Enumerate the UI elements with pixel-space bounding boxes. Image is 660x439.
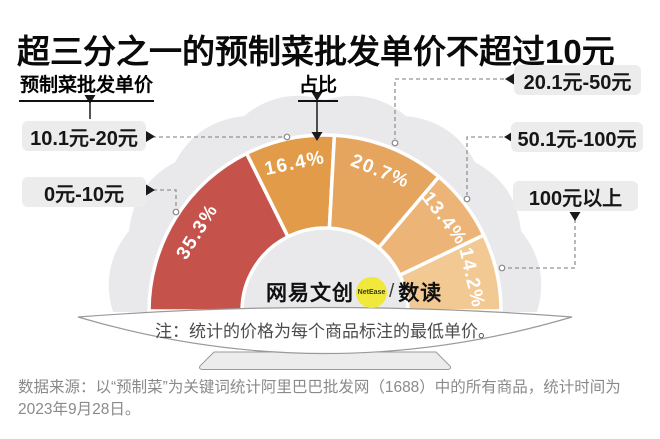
- arrow-down-icon: [311, 92, 323, 101]
- logo-separator: /: [389, 281, 395, 302]
- arrow-left-icon: [505, 73, 514, 85]
- endpoint-dot: [391, 139, 399, 147]
- bowl-shape: [77, 306, 573, 355]
- logo-brand-text: 网易文创: [266, 282, 354, 305]
- callout-box-20-50: 20.1元-50元: [514, 65, 641, 95]
- callout-box-50-100: 50.1元-100元: [511, 122, 643, 152]
- donut-segment-0: [147, 151, 290, 313]
- arrow-down-icon: [84, 95, 96, 104]
- endpoint-dot: [498, 264, 506, 272]
- endpoint-dot: [283, 133, 291, 141]
- arrow-right-icon: [146, 131, 155, 142]
- connector-endpoints: [172, 133, 506, 272]
- callout-box-0-10: 0元-10元: [22, 177, 146, 207]
- endpoint-dot: [463, 195, 471, 203]
- page-title: 超三分之一的预制菜批发单价不超过10元: [17, 33, 615, 71]
- arrow-right-icon: [146, 184, 155, 196]
- arrow-down-icon: [311, 132, 323, 141]
- donut-chart: [147, 133, 503, 313]
- chart-note: 注：统计的价格为每个商品标注的最低单价。: [155, 322, 495, 341]
- value-header: 占比: [298, 70, 339, 102]
- data-source: 数据来源：以“预制菜”为关键词统计阿里巴巴批发网（1688）中的所有商品，统计时…: [18, 379, 621, 418]
- connector-20-50: [394, 78, 511, 139]
- netease-shuju-logo: 网易文创 NetEase / 数读: [266, 276, 442, 308]
- netease-badge-icon: NetEase: [356, 276, 387, 308]
- callout-box-100-plus: 100元以上: [513, 181, 638, 211]
- category-header: 预制菜批发单价: [19, 70, 155, 102]
- connector-0-10: [153, 189, 177, 208]
- arrow-down-icon: [569, 212, 581, 221]
- connector-50-100: [466, 136, 510, 195]
- arrow-left-icon: [504, 131, 513, 143]
- endpoint-dot: [172, 208, 180, 216]
- callout-box-10-20: 10.1元-20元: [22, 121, 146, 151]
- connector-lines: [152, 78, 576, 269]
- connector-100-plus: [506, 219, 576, 269]
- arrowheads: [84, 73, 581, 221]
- pedestal-shape: [199, 351, 451, 370]
- logo-product-text: 数读: [398, 282, 443, 305]
- donut-segment-4: [398, 233, 503, 313]
